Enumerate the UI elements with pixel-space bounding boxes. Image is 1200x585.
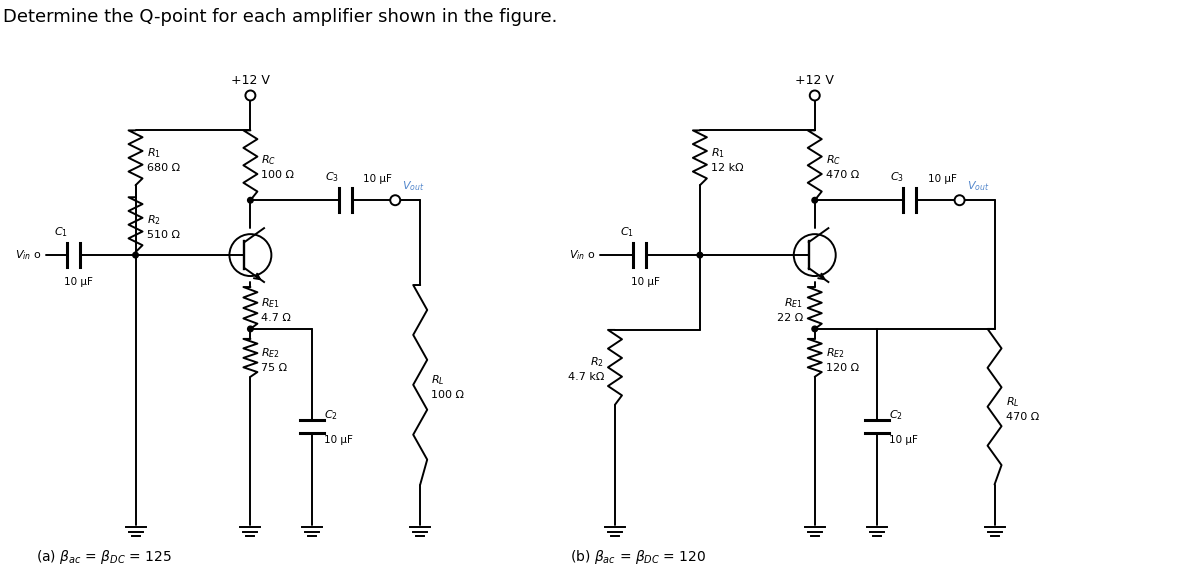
- Text: +12 V: +12 V: [796, 74, 834, 88]
- Text: 10 μF: 10 μF: [364, 174, 392, 184]
- Text: 10 μF: 10 μF: [324, 435, 353, 445]
- Text: $V_{out}$: $V_{out}$: [402, 180, 425, 193]
- Circle shape: [812, 326, 817, 332]
- Text: +12 V: +12 V: [230, 74, 270, 88]
- Text: 12 kΩ: 12 kΩ: [710, 163, 744, 173]
- Circle shape: [954, 195, 965, 205]
- Text: 10 μF: 10 μF: [889, 435, 918, 445]
- Circle shape: [247, 326, 253, 332]
- Text: $R_L$: $R_L$: [1006, 395, 1019, 409]
- Circle shape: [812, 197, 817, 203]
- Text: $V_{in}$ o: $V_{in}$ o: [569, 248, 596, 262]
- Circle shape: [697, 252, 703, 258]
- Text: $R_{E1}$: $R_{E1}$: [784, 296, 803, 310]
- Circle shape: [133, 252, 138, 258]
- Text: 100 Ω: 100 Ω: [262, 170, 294, 180]
- Text: 680 Ω: 680 Ω: [146, 163, 180, 173]
- Text: $R_1$: $R_1$: [146, 146, 161, 160]
- Text: $R_{E2}$: $R_{E2}$: [262, 346, 280, 360]
- Text: 120 Ω: 120 Ω: [826, 363, 859, 373]
- Text: $C_1$: $C_1$: [620, 225, 634, 239]
- Text: $C_2$: $C_2$: [324, 408, 338, 422]
- Circle shape: [390, 195, 401, 205]
- Text: $R_{E2}$: $R_{E2}$: [826, 346, 845, 360]
- Text: 10 μF: 10 μF: [630, 277, 659, 287]
- Text: $R_C$: $R_C$: [826, 153, 841, 167]
- Text: $C_1$: $C_1$: [54, 225, 67, 239]
- Text: $V_{out}$: $V_{out}$: [966, 180, 989, 193]
- Text: $C_3$: $C_3$: [325, 170, 340, 184]
- Text: $R_2$: $R_2$: [146, 213, 161, 226]
- Circle shape: [246, 91, 256, 101]
- Text: $V_{in}$ o: $V_{in}$ o: [14, 248, 42, 262]
- Text: $R_1$: $R_1$: [710, 146, 725, 160]
- Text: $R_{E1}$: $R_{E1}$: [262, 296, 281, 310]
- Text: 10 μF: 10 μF: [928, 174, 956, 184]
- Text: 4.7 kΩ: 4.7 kΩ: [568, 372, 604, 383]
- Text: 75 Ω: 75 Ω: [262, 363, 288, 373]
- Text: 470 Ω: 470 Ω: [1006, 412, 1039, 422]
- Text: (a) $\beta_{ac}$ = $\beta_{DC}$ = 125: (a) $\beta_{ac}$ = $\beta_{DC}$ = 125: [36, 548, 172, 566]
- Text: 510 Ω: 510 Ω: [146, 230, 180, 240]
- Text: Determine the Q-point for each amplifier shown in the figure.: Determine the Q-point for each amplifier…: [2, 8, 557, 26]
- Text: 10 μF: 10 μF: [64, 277, 94, 287]
- Text: $R_C$: $R_C$: [262, 153, 276, 167]
- Circle shape: [247, 197, 253, 203]
- Text: $C_3$: $C_3$: [889, 170, 904, 184]
- Text: 22 Ω: 22 Ω: [776, 313, 803, 323]
- Text: $R_2$: $R_2$: [590, 356, 604, 369]
- Text: $C_2$: $C_2$: [889, 408, 902, 422]
- Text: $R_L$: $R_L$: [431, 373, 445, 387]
- Circle shape: [810, 91, 820, 101]
- Text: (b) $\beta_{ac}$ = $\beta_{DC}$ = 120: (b) $\beta_{ac}$ = $\beta_{DC}$ = 120: [570, 548, 707, 566]
- Text: 4.7 Ω: 4.7 Ω: [262, 313, 292, 323]
- Text: 100 Ω: 100 Ω: [431, 390, 464, 400]
- Text: 470 Ω: 470 Ω: [826, 170, 859, 180]
